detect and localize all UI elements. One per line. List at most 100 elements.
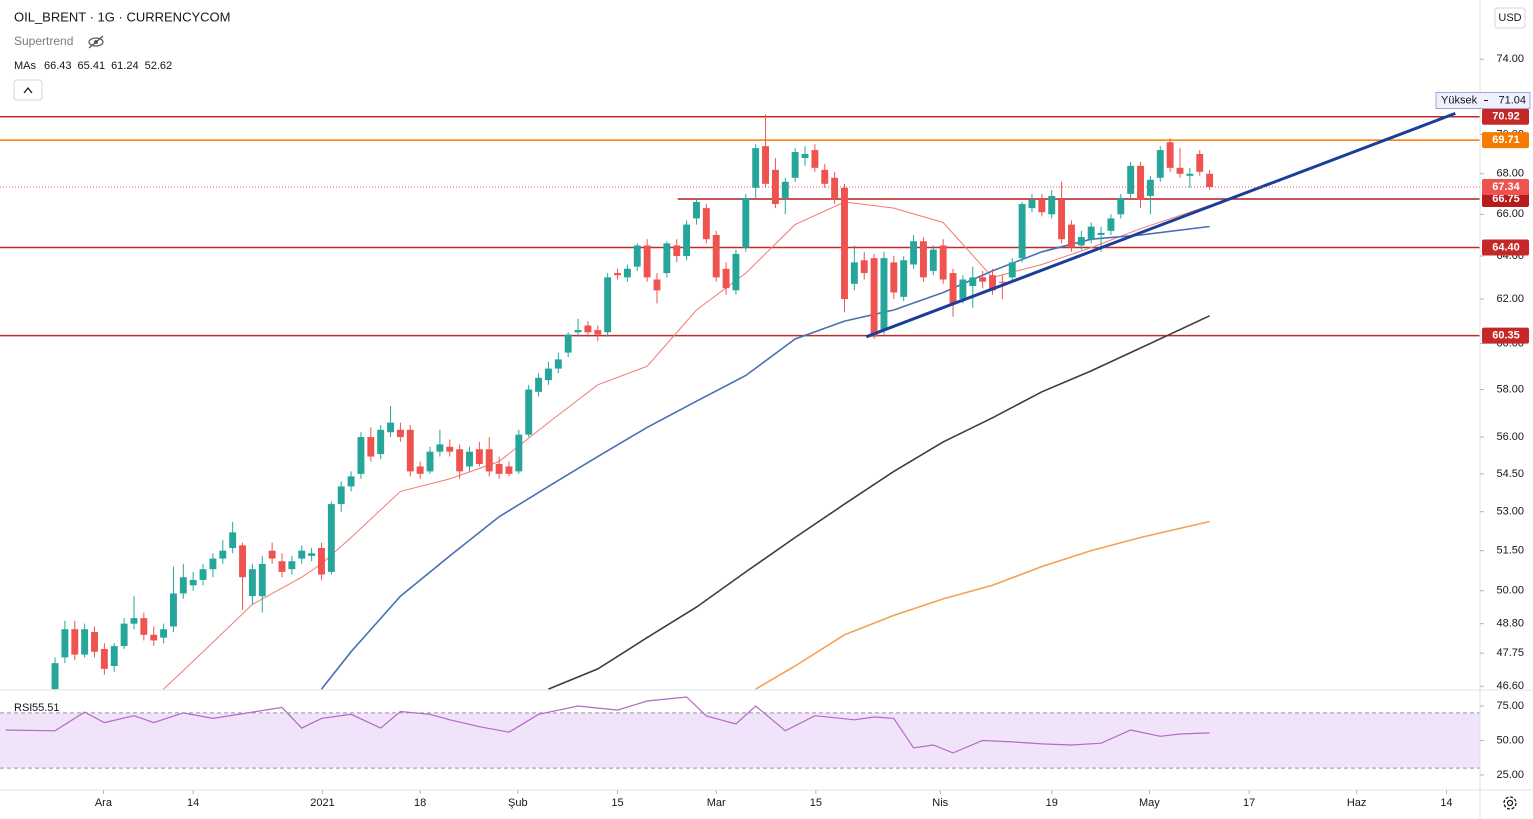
candle-body (1058, 199, 1066, 240)
candle-body (781, 181, 789, 198)
candle-body (525, 389, 533, 435)
x-tick-label: Şub (508, 797, 528, 809)
currency-button[interactable]: USD (1494, 7, 1526, 29)
candle-body (229, 532, 237, 549)
candle-body (436, 444, 444, 452)
settings-icon[interactable] (1503, 796, 1517, 810)
candle-body (1028, 199, 1036, 209)
candle-body (1186, 173, 1194, 176)
y-tick-label: 48.80 (1496, 618, 1524, 630)
x-tick-label: 15 (810, 797, 822, 809)
candle-body (199, 569, 207, 580)
y-tick-label: 68.00 (1496, 168, 1524, 180)
candle-body (179, 577, 187, 594)
candle-body (308, 553, 316, 556)
currency-label: USD (1498, 12, 1521, 24)
candle-body (120, 623, 128, 647)
candle-body (347, 476, 355, 487)
x-tick-label: 18 (414, 797, 426, 809)
candle-body (811, 150, 819, 168)
level-price-label-bg (1482, 108, 1529, 125)
candle-body (752, 148, 760, 188)
candle-body (969, 277, 977, 286)
ma-legend-value: 61.24 (111, 60, 139, 72)
candle-body (594, 330, 602, 335)
candle-body (1166, 142, 1174, 168)
high-marker-label: Yüksek (1441, 94, 1478, 106)
candle-body (209, 558, 217, 570)
y-tick-label: 66.00 (1496, 208, 1524, 220)
moving-average (755, 520, 1210, 690)
candle-body (1156, 150, 1164, 178)
x-tick-label: 19 (1046, 797, 1058, 809)
candle-body (150, 634, 158, 641)
candle-body (900, 260, 908, 297)
candle-body (880, 258, 888, 331)
candle-body (1038, 199, 1046, 213)
rsi-label: RSI (14, 702, 32, 714)
x-tick-label: 17 (1243, 797, 1255, 809)
ma-label: MAs (14, 60, 37, 72)
candle-body (535, 377, 543, 392)
candle-body (614, 273, 621, 276)
candle-body (456, 449, 464, 472)
candle-body (633, 245, 641, 267)
candle-body (850, 262, 858, 284)
candle-body (673, 245, 681, 257)
candle-body (584, 325, 592, 333)
trendline (865, 111, 1456, 339)
candle-body (949, 273, 957, 304)
visibility-icon[interactable] (88, 35, 104, 49)
eye-outline (88, 37, 104, 47)
candle-body (219, 550, 227, 559)
candle-body (288, 561, 296, 570)
candle-body (693, 202, 700, 219)
candle-body (318, 548, 325, 575)
moving-average (320, 225, 1210, 690)
rsi-line (5, 696, 1210, 754)
candle-body (100, 648, 108, 669)
y-tick-label: 50.00 (1496, 585, 1524, 597)
candle-body (426, 451, 434, 472)
candle-body (268, 550, 276, 559)
candle-body (604, 277, 612, 333)
ma-legend-value: 66.43 (44, 60, 72, 72)
candle-body (387, 422, 395, 433)
candle-body (130, 618, 138, 624)
rsi-tick-label: 75.00 (1496, 700, 1524, 712)
rsi-legend-value: 55.51 (32, 702, 60, 714)
candle-body (1117, 197, 1125, 215)
y-tick-label: 62.00 (1496, 293, 1524, 305)
y-tick-label: 58.00 (1496, 383, 1524, 395)
candle-body (989, 275, 996, 291)
level-price-label: 69.71 (1492, 134, 1520, 146)
y-tick-label: 54.50 (1496, 468, 1524, 480)
level-price-label: 70.92 (1492, 111, 1520, 123)
x-tick-label: Nis (932, 797, 948, 809)
price-pane (0, 111, 1480, 690)
candle-body (623, 268, 631, 278)
candle-body (1206, 173, 1214, 188)
level-price-label-bg (1482, 239, 1529, 256)
collapse-button[interactable] (13, 79, 43, 101)
candle-body (574, 330, 582, 333)
high-marker-value: 71.04 (1498, 94, 1526, 106)
symbol-title: OIL_BRENT · 1G · CURRENCYCOM (14, 9, 230, 24)
candle-body (831, 177, 839, 198)
candle-body (959, 279, 967, 300)
level-price-label-bg (1482, 327, 1529, 344)
candle-body (821, 169, 829, 184)
x-tick-label: 14 (1440, 797, 1452, 809)
y-tick-label: 53.00 (1496, 506, 1524, 518)
candle-body (367, 437, 375, 457)
chevron (23, 86, 33, 94)
candle-body (890, 262, 898, 293)
candle-body (1127, 165, 1135, 194)
candle-body (81, 629, 89, 655)
candle-body (61, 629, 69, 658)
candle-body (466, 451, 473, 467)
candle-body (505, 466, 513, 474)
candle-body (91, 632, 98, 652)
